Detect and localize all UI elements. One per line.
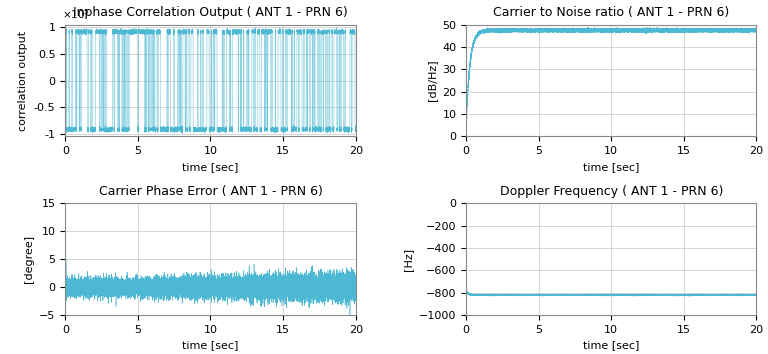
X-axis label: time [sec]: time [sec] bbox=[583, 162, 640, 172]
Y-axis label: correlation output: correlation output bbox=[18, 30, 28, 131]
X-axis label: time [sec]: time [sec] bbox=[583, 340, 640, 350]
Title: Doppler Frequency ( ANT 1 - PRN 6): Doppler Frequency ( ANT 1 - PRN 6) bbox=[499, 185, 723, 198]
X-axis label: time [sec]: time [sec] bbox=[182, 162, 239, 172]
Y-axis label: [degree]: [degree] bbox=[24, 235, 34, 283]
Y-axis label: [dB/Hz]: [dB/Hz] bbox=[427, 60, 437, 101]
Title: Carrier to Noise ratio ( ANT 1 - PRN 6): Carrier to Noise ratio ( ANT 1 - PRN 6) bbox=[493, 6, 730, 19]
Title: Carrier Phase Error ( ANT 1 - PRN 6): Carrier Phase Error ( ANT 1 - PRN 6) bbox=[98, 185, 323, 198]
Y-axis label: [Hz]: [Hz] bbox=[403, 248, 413, 271]
Text: $\times10^5$: $\times10^5$ bbox=[62, 8, 91, 22]
Title: Inphase Correlation Output ( ANT 1 - PRN 6): Inphase Correlation Output ( ANT 1 - PRN… bbox=[73, 6, 348, 19]
X-axis label: time [sec]: time [sec] bbox=[182, 340, 239, 350]
